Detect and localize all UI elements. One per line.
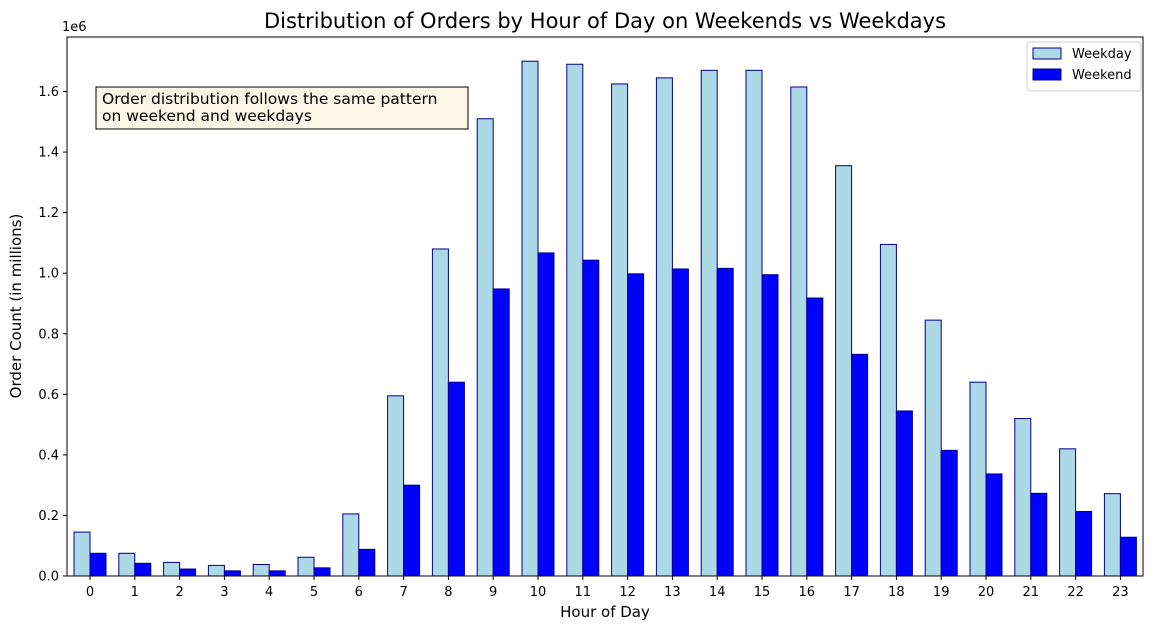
bar-weekend-15: [761, 274, 779, 577]
bar-weekday-21: [1014, 418, 1032, 577]
x-tick-label-22: 22: [1067, 585, 1084, 600]
y-axis-title: Order Count (in millions): [7, 214, 25, 399]
y-tick-label-1.4: 1.4: [38, 146, 59, 161]
bar-weekday-20: [969, 381, 987, 577]
legend-swatch-weekday: [1032, 47, 1062, 60]
x-tick-label-5: 5: [310, 585, 318, 600]
y-tick-label-0.8: 0.8: [38, 327, 59, 342]
y-tick-label-0.6: 0.6: [38, 388, 59, 403]
bar-weekday-15: [745, 69, 763, 577]
bar-weekend-4: [268, 570, 286, 577]
x-tick-label-10: 10: [530, 585, 547, 600]
y-tick-label-0.4: 0.4: [38, 448, 59, 463]
annotation-box: Order distribution follows the same patt…: [95, 86, 469, 130]
bar-weekend-10: [537, 252, 555, 577]
x-tick-label-4: 4: [265, 585, 273, 600]
bar-weekday-8: [431, 248, 449, 577]
bar-weekday-11: [566, 63, 584, 577]
annotation-line-2: on weekend and weekdays: [102, 107, 312, 125]
x-tick-label-3: 3: [220, 585, 228, 600]
bar-weekday-13: [655, 77, 673, 577]
bar-weekday-10: [521, 60, 539, 577]
x-tick-label-1: 1: [131, 585, 139, 600]
bar-weekend-19: [940, 449, 958, 577]
bar-weekday-14: [700, 69, 718, 577]
x-tick-label-13: 13: [664, 585, 681, 600]
bar-weekend-2: [179, 568, 197, 577]
x-tick-label-7: 7: [399, 585, 407, 600]
legend-label-weekend: Weekend: [1072, 68, 1132, 83]
x-tick-label-16: 16: [799, 585, 816, 600]
bar-weekday-7: [387, 395, 405, 577]
bar-weekday-5: [297, 556, 315, 577]
bar-weekday-1: [118, 552, 136, 577]
x-tick-label-11: 11: [575, 585, 592, 600]
plot-frame: [66, 36, 1144, 577]
bar-weekend-22: [1075, 511, 1093, 577]
x-tick-label-8: 8: [444, 585, 452, 600]
bar-weekend-3: [223, 570, 241, 577]
bar-weekend-14: [716, 267, 734, 577]
x-tick-label-14: 14: [709, 585, 726, 600]
bar-weekday-9: [476, 118, 494, 577]
bar-weekday-16: [790, 86, 808, 577]
y-tick-label-1.2: 1.2: [38, 206, 59, 221]
legend-label-weekday: Weekday: [1072, 47, 1132, 62]
bar-weekday-4: [252, 563, 270, 577]
legend: Weekday Weekend: [1026, 41, 1142, 92]
x-tick-label-9: 9: [489, 585, 497, 600]
x-tick-label-18: 18: [888, 585, 905, 600]
bar-weekend-9: [492, 288, 510, 577]
axes-group: 0 1 2 3 4 5 6 7 8 9 10 11 12 13 14 15 16 17 18 19 20 21 22 230.…: [38, 36, 1144, 600]
x-tick-label-21: 21: [1023, 585, 1040, 600]
x-tick-label-6: 6: [355, 585, 363, 600]
bar-weekend-21: [1030, 492, 1048, 577]
bar-weekend-17: [851, 353, 869, 577]
bar-weekday-2: [163, 561, 181, 577]
annotation-background: [95, 86, 469, 130]
bar-weekday-17: [835, 165, 853, 577]
y-tick-label-1.0: 1.0: [38, 267, 59, 282]
bar-weekend-20: [985, 473, 1003, 577]
bar-weekday-6: [342, 513, 360, 577]
y-tick-label-1.6: 1.6: [38, 85, 59, 100]
bar-weekend-1: [134, 562, 152, 577]
bar-weekday-23: [1103, 493, 1121, 577]
bar-weekend-23: [1119, 536, 1137, 577]
legend-swatch-weekend: [1032, 68, 1062, 81]
bar-weekend-7: [403, 484, 421, 577]
x-axis-title: Hour of Day: [560, 603, 650, 621]
bar-weekday-0: [73, 531, 91, 577]
bar-weekday-22: [1059, 448, 1077, 577]
bar-weekend-8: [447, 381, 465, 577]
bar-weekday-19: [924, 319, 942, 577]
x-tick-label-15: 15: [754, 585, 771, 600]
annotation-line-1: Order distribution follows the same patt…: [102, 90, 437, 108]
chart-title: Distribution of Orders by Hour of Day on…: [264, 9, 946, 33]
y-tick-label-0.2: 0.2: [38, 509, 59, 524]
bar-weekday-12: [611, 83, 629, 577]
bar-weekend-13: [671, 268, 689, 577]
x-tick-label-0: 0: [86, 585, 94, 600]
bar-weekend-5: [313, 567, 331, 577]
x-tick-label-2: 2: [175, 585, 183, 600]
bar-weekday-3: [207, 564, 225, 577]
x-tick-label-20: 20: [978, 585, 995, 600]
bar-weekend-6: [358, 548, 376, 577]
bar-weekend-0: [89, 552, 107, 577]
y-offset-label: 1e6: [62, 20, 87, 35]
bar-weekend-16: [806, 297, 824, 577]
x-tick-label-12: 12: [619, 585, 636, 600]
bar-weekend-11: [582, 259, 600, 577]
x-tick-label-19: 19: [933, 585, 950, 600]
bar-weekday-18: [879, 243, 897, 577]
y-tick-label-0.0: 0.0: [38, 570, 59, 585]
bars-group: [73, 60, 1137, 577]
x-tick-label-17: 17: [843, 585, 860, 600]
bar-weekend-12: [627, 273, 645, 577]
x-tick-label-23: 23: [1112, 585, 1129, 600]
bar-weekend-18: [895, 410, 913, 577]
